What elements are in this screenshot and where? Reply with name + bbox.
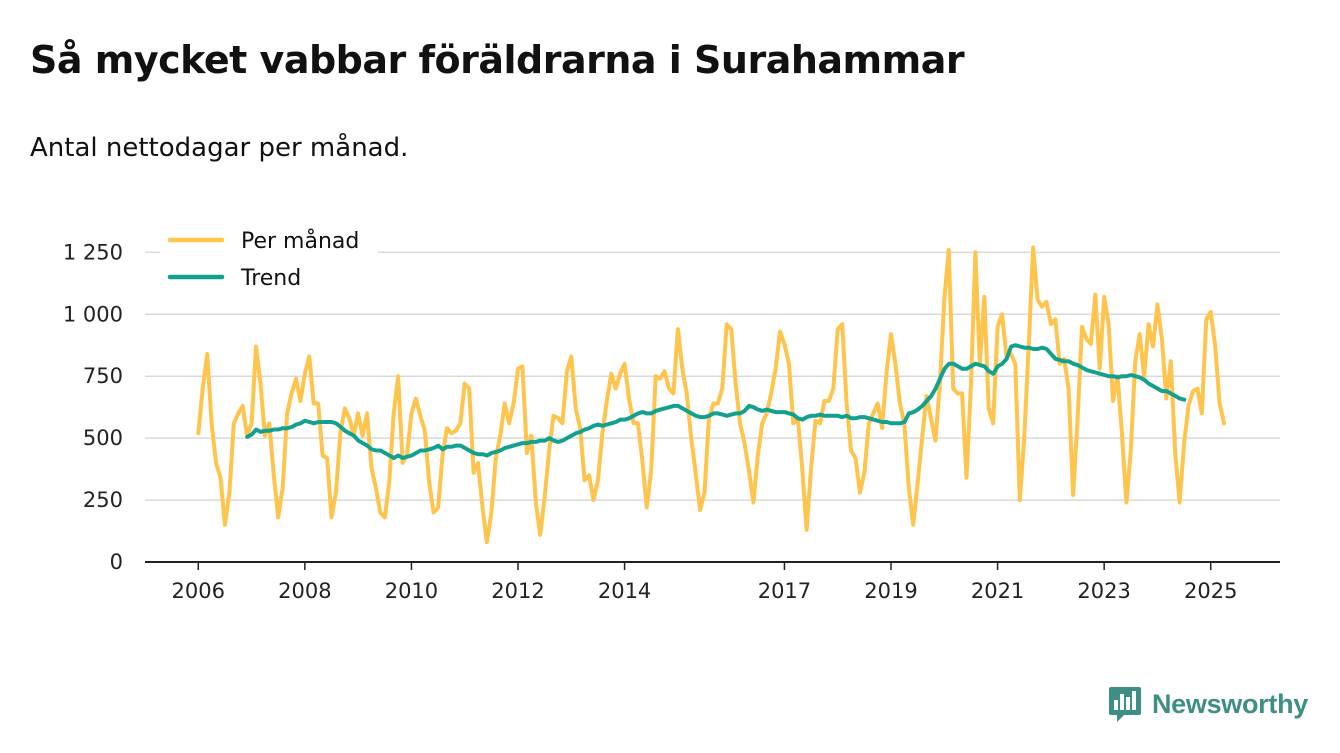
- line-chart: 0 250 500 750 1 000 1 250 2006 2008 2010 2012 2014…: [62, 222, 1280, 603]
- y-tick-label: 500: [83, 426, 123, 450]
- y-tick-label: 1 000: [63, 302, 123, 326]
- legend-label-trend: Trend: [240, 266, 301, 291]
- y-tick-label: 250: [83, 488, 123, 512]
- series-line-trend: [245, 343, 1187, 460]
- x-tick-label: 2017: [758, 579, 811, 603]
- x-tick-label: 2008: [278, 579, 331, 603]
- x-tick-label: 2023: [1077, 579, 1130, 603]
- x-tick-label: 2006: [172, 579, 225, 603]
- x-tick-label: 2025: [1184, 579, 1237, 603]
- x-tick-label: 2021: [971, 579, 1024, 603]
- y-tick-label: 1 250: [63, 240, 123, 264]
- x-tick-label: 2012: [491, 579, 544, 603]
- y-tick-label: 0: [110, 550, 123, 574]
- legend-background: [160, 222, 378, 296]
- x-tick-label: 2010: [385, 579, 438, 603]
- newsworthy-logo: Newsworthy: [1108, 684, 1308, 724]
- x-tick-label: 2019: [864, 579, 917, 603]
- brand-name: Newsworthy: [1151, 688, 1308, 719]
- chart-subtitle: Antal nettodagar per månad.: [30, 133, 409, 163]
- series-line-per-manad: [196, 245, 1226, 545]
- chart-title: Så mycket vabbar föräldrarna i Surahamma…: [30, 38, 965, 82]
- legend-label-per-manad: Per månad: [241, 228, 359, 254]
- axes: 0 250 500 750 1 000 1 250 2006 2008 2010 2012 2014…: [63, 240, 1280, 603]
- series-lines: [196, 245, 1226, 545]
- bar-chart-speech-bubble-icon: [1108, 687, 1141, 722]
- legend: Per månad Trend: [160, 222, 378, 296]
- x-tick-label: 2014: [598, 579, 651, 603]
- y-tick-label: 750: [83, 364, 123, 388]
